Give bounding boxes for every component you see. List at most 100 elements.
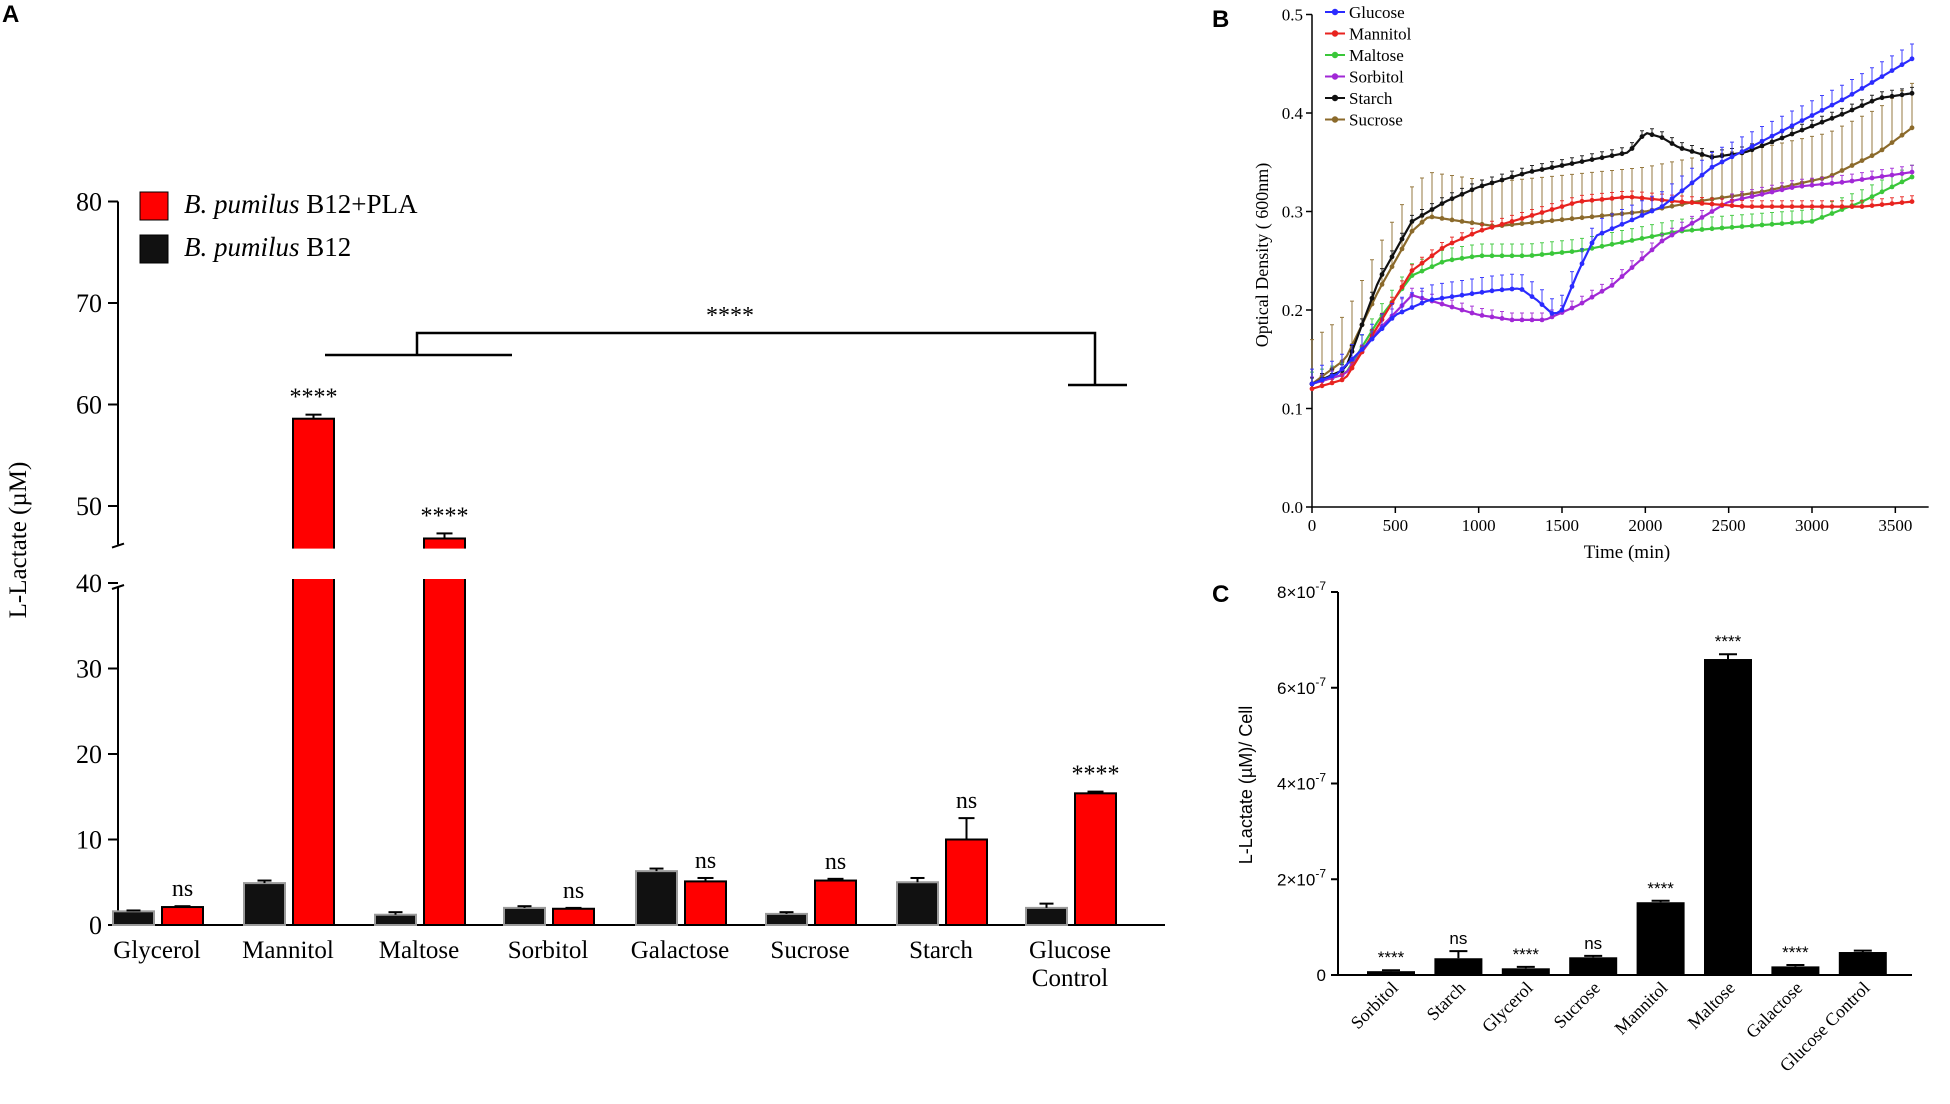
point-sucrose: [1599, 213, 1605, 219]
point-sorbitol: [1499, 316, 1505, 321]
panel-b-y-tick-label: 0.5: [1282, 6, 1303, 25]
point-glucose: [1399, 309, 1405, 315]
point-sucrose: [1849, 163, 1855, 168]
point-starch: [1759, 143, 1765, 149]
point-glucose: [1349, 356, 1355, 362]
bar-b12-pla-glucose-control: [1074, 792, 1117, 927]
point-sucrose: [1539, 219, 1545, 225]
point-glucose: [1379, 326, 1385, 332]
panel-c-category-label: Maltose: [1684, 978, 1739, 1033]
point-mannitol: [1539, 210, 1545, 215]
point-glucose: [1779, 128, 1785, 134]
point-starch: [1409, 219, 1415, 224]
point-starch: [1619, 151, 1625, 157]
point-sucrose: [1909, 125, 1915, 131]
point-maltose: [1889, 184, 1895, 190]
point-starch: [1399, 236, 1405, 242]
point-starch: [1499, 177, 1505, 183]
point-starch: [1689, 149, 1695, 154]
panel-c-y-tick-label: 4×10-7: [1277, 771, 1326, 794]
panel-a-category-label: Sucrose: [770, 937, 849, 964]
panel-b-y-tick-label: 0.0: [1282, 498, 1303, 517]
point-sorbitol: [1839, 179, 1845, 185]
panel-c-category-label: Galactose: [1742, 978, 1806, 1042]
panel-a-category-label: Glucose: [1029, 937, 1111, 964]
legend-label: Mannitol: [1349, 25, 1412, 44]
point-glucose: [1699, 172, 1705, 178]
point-mannitol: [1679, 199, 1685, 205]
point-starch: [1699, 152, 1705, 157]
panel-a-bar-chart: L-Lactate (µM) 0 10 20 30 40 50 60 70 80 ns Glyce…: [5, 188, 1165, 992]
point-maltose: [1639, 236, 1645, 241]
legend-marker: [1331, 8, 1339, 16]
point-sorbitol: [1469, 310, 1475, 316]
point-mannitol: [1449, 240, 1455, 246]
point-glucose: [1819, 107, 1825, 113]
point-mannitol: [1639, 195, 1645, 201]
point-mannitol: [1909, 199, 1915, 205]
point-starch: [1669, 141, 1675, 146]
point-maltose: [1609, 241, 1615, 247]
panel-b-y-tick-label: 0.3: [1282, 203, 1303, 222]
point-glucose: [1409, 305, 1415, 310]
point-starch: [1629, 146, 1635, 151]
point-sorbitol: [1439, 301, 1445, 307]
point-mannitol: [1739, 203, 1745, 209]
bar-b12-maltose: [374, 913, 417, 926]
significance-label: ns: [563, 878, 584, 904]
point-mannitol: [1779, 204, 1785, 210]
point-glucose: [1469, 291, 1475, 297]
point-maltose: [1479, 253, 1485, 259]
legend-label: B. pumilus B12+PLA: [184, 189, 418, 219]
point-starch: [1489, 180, 1495, 186]
panel-label-c: C: [1212, 581, 1229, 608]
point-maltose: [1469, 254, 1475, 260]
point-maltose: [1429, 264, 1435, 270]
panel-a-y-tick-label: 0: [89, 911, 102, 940]
bar-mannitol: [1636, 902, 1685, 975]
bar-galactose: [1771, 966, 1820, 975]
point-sorbitol: [1519, 317, 1525, 323]
point-glucose: [1709, 164, 1715, 170]
point-glucose: [1549, 311, 1555, 316]
panel-a-axes: 0 10 20 30 40 50 60 70 80: [76, 188, 1165, 940]
point-sorbitol: [1779, 187, 1785, 193]
series-mannitol: [1309, 190, 1915, 392]
point-glucose: [1649, 208, 1655, 214]
point-mannitol: [1329, 380, 1335, 386]
bar-b12-glucose-control: [1025, 906, 1068, 927]
point-sorbitol: [1879, 174, 1885, 179]
point-sucrose: [1569, 216, 1575, 222]
panel-a-category-label: Galactose: [631, 937, 730, 964]
significance-label: ****: [1513, 945, 1540, 964]
point-sucrose: [1409, 228, 1415, 234]
point-mannitol: [1789, 204, 1795, 210]
significance-label: ****: [1715, 632, 1742, 651]
point-sorbitol: [1849, 178, 1855, 184]
point-maltose: [1439, 259, 1445, 265]
panel-c-y-tick-label: 6×10-7: [1277, 675, 1326, 698]
panel-b-x-axis-title: Time (min): [1584, 542, 1670, 563]
bar-b12-sorbitol: [503, 906, 546, 927]
legend-label: Glucose: [1349, 3, 1405, 22]
point-mannitol: [1439, 246, 1445, 251]
point-mannitol: [1769, 204, 1775, 210]
point-glucose: [1499, 287, 1505, 293]
panel-a-y-tick-label: 40: [76, 569, 102, 598]
bar-glycerol: [1501, 968, 1550, 975]
point-starch: [1449, 196, 1455, 202]
point-starch: [1529, 169, 1535, 174]
panel-b-y-tick-label: 0.4: [1282, 104, 1304, 123]
point-sorbitol: [1589, 294, 1595, 300]
panel-a-category-label: Sorbitol: [508, 937, 589, 964]
point-sucrose: [1559, 217, 1565, 223]
point-glucose: [1729, 154, 1735, 160]
legend-swatch: [139, 234, 169, 264]
point-glucose: [1789, 123, 1795, 129]
point-mannitol: [1609, 196, 1615, 201]
point-starch: [1429, 207, 1435, 212]
bracket-line: [415, 331, 1097, 385]
bar-b12-glycerol: [112, 910, 155, 927]
point-sucrose: [1449, 217, 1455, 223]
point-glucose: [1419, 300, 1425, 306]
